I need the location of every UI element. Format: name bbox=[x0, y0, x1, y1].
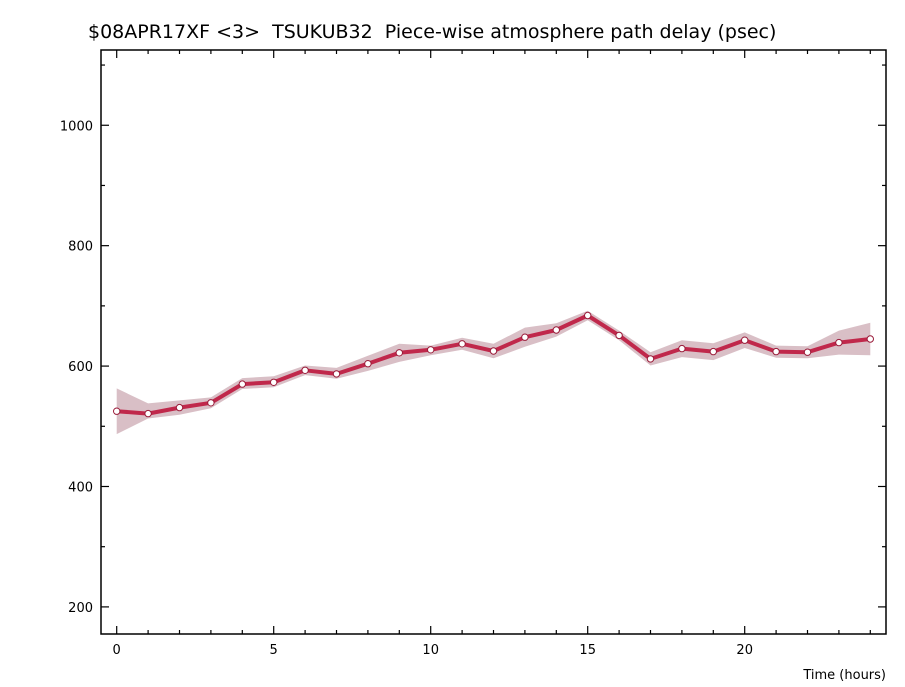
data-point bbox=[427, 346, 435, 354]
x-tick-label: 15 bbox=[579, 643, 596, 658]
data-point bbox=[741, 336, 749, 344]
series-line bbox=[116, 313, 871, 416]
data-point bbox=[364, 360, 372, 368]
data-point bbox=[584, 311, 592, 320]
data-point bbox=[835, 338, 843, 347]
data-point bbox=[113, 407, 121, 415]
plot-frame bbox=[100, 49, 887, 635]
y-tick-label: 200 bbox=[68, 601, 93, 616]
axis-ticks bbox=[101, 50, 886, 634]
chart-title: $08APR17XF <3> TSUKUB32 Piece-wise atmos… bbox=[88, 21, 776, 43]
data-point bbox=[772, 347, 780, 356]
data-point bbox=[175, 403, 184, 412]
x-tick-label: 10 bbox=[422, 643, 439, 658]
data-point bbox=[646, 355, 655, 363]
data-point bbox=[238, 380, 247, 388]
data-point bbox=[395, 349, 403, 357]
x-axis-label: Time (hours) bbox=[802, 668, 886, 683]
data-point bbox=[489, 347, 498, 355]
data-point bbox=[803, 348, 812, 356]
data-point-layer bbox=[113, 311, 874, 418]
y-tick-label: 600 bbox=[68, 360, 93, 375]
data-point bbox=[144, 409, 152, 418]
x-tick-label: 0 bbox=[113, 643, 121, 658]
data-point bbox=[615, 331, 623, 340]
data-point bbox=[552, 326, 560, 334]
y-tick-label: 400 bbox=[68, 480, 93, 495]
uncertainty-band bbox=[116, 310, 871, 435]
data-point bbox=[301, 366, 309, 374]
data-point bbox=[458, 340, 466, 348]
data-point bbox=[332, 370, 341, 378]
data-point bbox=[709, 347, 717, 356]
data-point bbox=[270, 378, 278, 386]
data-point bbox=[678, 344, 686, 353]
y-tick-label: 1000 bbox=[60, 119, 93, 134]
data-point bbox=[866, 335, 874, 343]
axis-tick-labels: 0 5 10 15 20 200 400 600 800 1000 bbox=[60, 119, 753, 658]
x-tick-label: 5 bbox=[270, 643, 278, 658]
data-point bbox=[521, 333, 529, 341]
data-point bbox=[207, 399, 215, 407]
uncertainty-band-layer bbox=[116, 310, 871, 435]
series-line-layer bbox=[116, 313, 871, 416]
x-tick-label: 20 bbox=[736, 643, 753, 658]
y-tick-label: 800 bbox=[68, 240, 93, 255]
